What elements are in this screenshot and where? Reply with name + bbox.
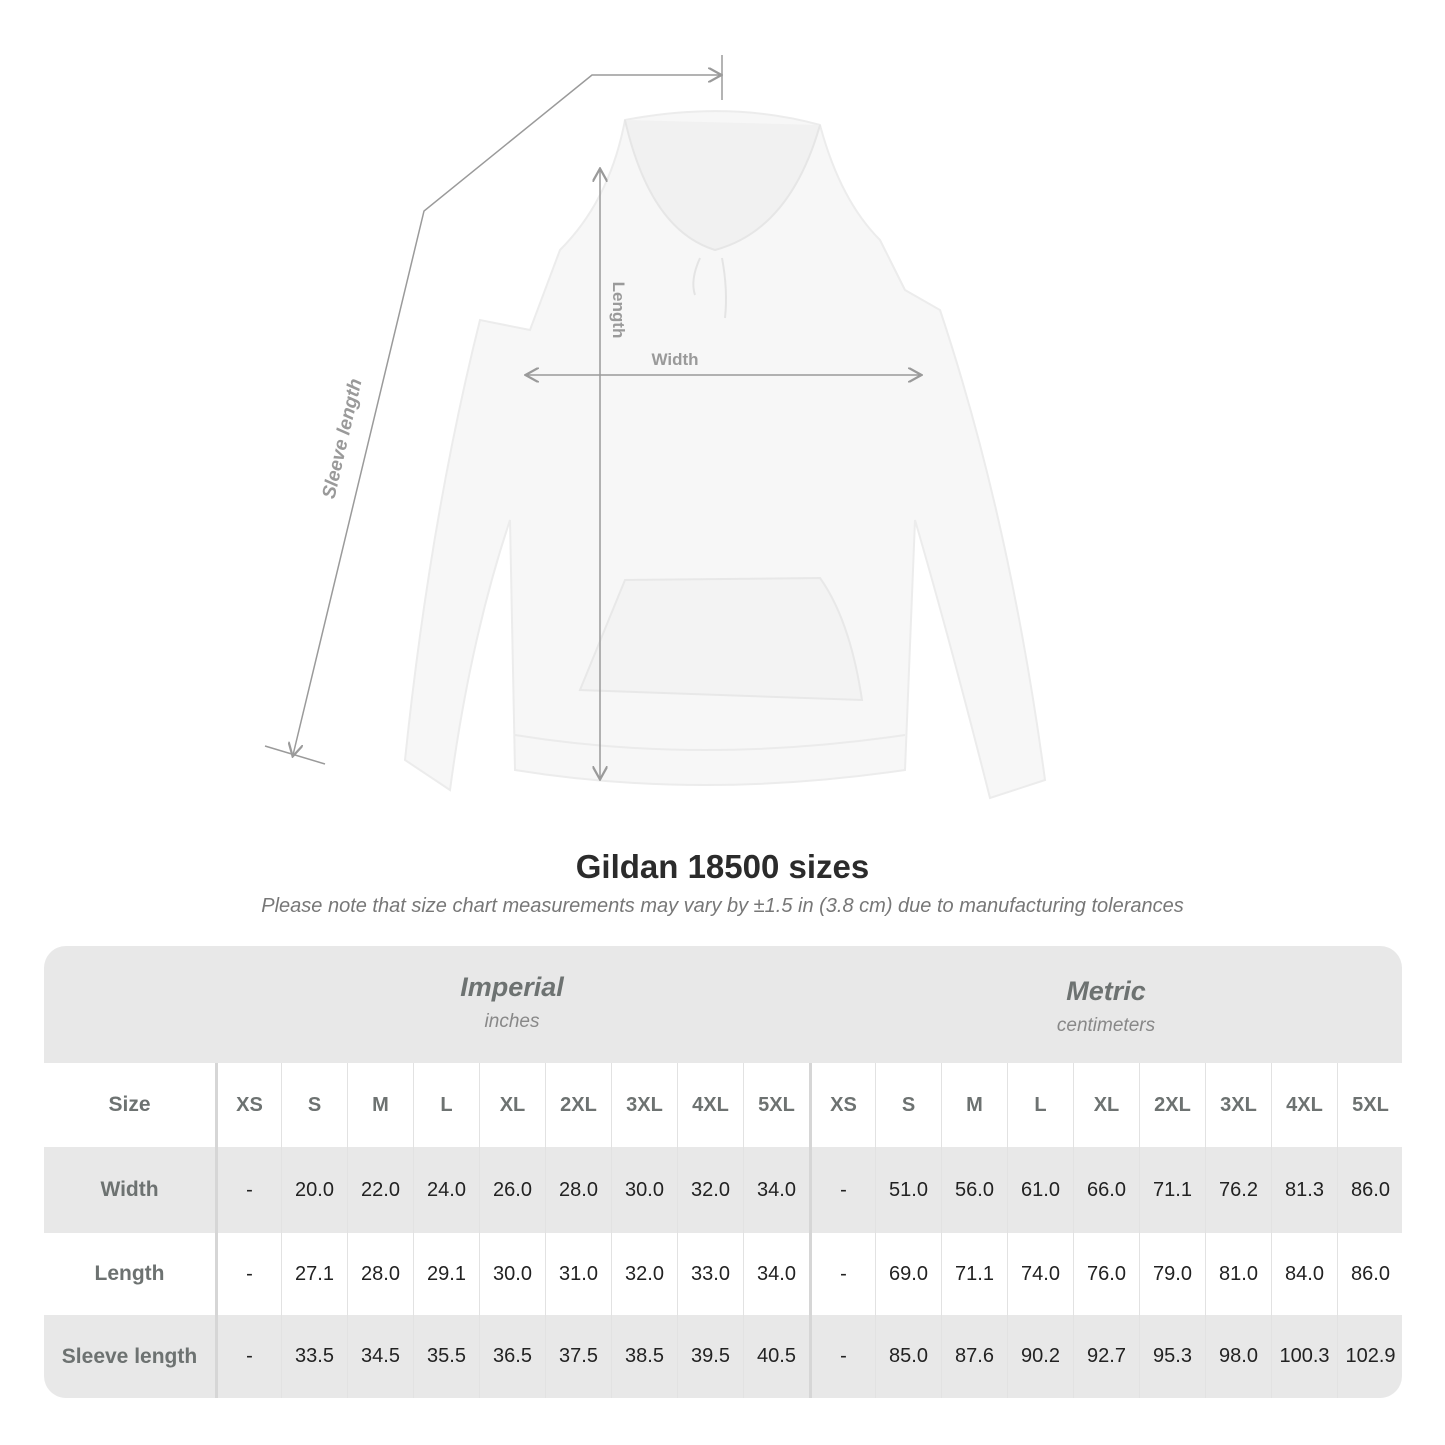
metric-value-cell: - xyxy=(809,1315,875,1398)
imperial-value-cell: 37.5 xyxy=(545,1315,611,1398)
metric-value-cell: 92.7 xyxy=(1073,1315,1139,1398)
metric-value-cell: 71.1 xyxy=(941,1233,1007,1315)
metric-value-cell: - xyxy=(809,1147,875,1233)
imperial-value-cell: 34.0 xyxy=(743,1233,809,1315)
imperial-value-cell: 36.5 xyxy=(479,1315,545,1398)
imperial-value-cell: 27.1 xyxy=(281,1233,347,1315)
width-label: Width xyxy=(651,350,698,369)
metric-value-cell: 69.0 xyxy=(875,1233,941,1315)
metric-size-header-s: S xyxy=(875,1063,941,1147)
imperial-value-cell: 39.5 xyxy=(677,1315,743,1398)
imperial-title: Imperial xyxy=(460,972,564,1002)
page-title: Gildan 18500 sizes xyxy=(575,848,870,885)
imperial-value-cell: - xyxy=(215,1233,281,1315)
imperial-size-header-3xl: 3XL xyxy=(611,1063,677,1147)
imperial-header: Imperial inches xyxy=(215,946,809,1063)
imperial-value-cell: 33.5 xyxy=(281,1315,347,1398)
metric-value-cell: 56.0 xyxy=(941,1147,1007,1233)
metric-size-header-l: L xyxy=(1007,1063,1073,1147)
imperial-value-cell: 35.5 xyxy=(413,1315,479,1398)
metric-value-cell: 86.0 xyxy=(1337,1233,1402,1315)
metric-value-cell: 76.0 xyxy=(1073,1233,1139,1315)
metric-value-cell: 95.3 xyxy=(1139,1315,1205,1398)
metric-value-cell: 81.0 xyxy=(1205,1233,1271,1315)
imperial-value-cell: 20.0 xyxy=(281,1147,347,1233)
size-chart-table: Imperial inches Metric centimeters Size X… xyxy=(44,946,1402,1398)
metric-size-header-xl: XL xyxy=(1073,1063,1139,1147)
metric-value-cell: 74.0 xyxy=(1007,1233,1073,1315)
size-column-header: Size xyxy=(44,1063,215,1147)
imperial-value-cell: - xyxy=(215,1147,281,1233)
imperial-size-header-xs: XS xyxy=(215,1063,281,1147)
imperial-size-header-4xl: 4XL xyxy=(677,1063,743,1147)
imperial-value-cell: 26.0 xyxy=(479,1147,545,1233)
unit-header-band xyxy=(44,946,1402,1063)
imperial-size-header-l: L xyxy=(413,1063,479,1147)
metric-size-header-xs: XS xyxy=(809,1063,875,1147)
metric-value-cell: 85.0 xyxy=(875,1315,941,1398)
metric-value-cell: 102.9 xyxy=(1337,1315,1402,1398)
metric-size-header-5xl: 5XL xyxy=(1337,1063,1402,1147)
imperial-value-cell: 28.0 xyxy=(545,1147,611,1233)
metric-size-header-2xl: 2XL xyxy=(1139,1063,1205,1147)
imperial-value-cell: 40.5 xyxy=(743,1315,809,1398)
metric-value-cell: 79.0 xyxy=(1139,1233,1205,1315)
imperial-value-cell: 22.0 xyxy=(347,1147,413,1233)
row-label-width: Width xyxy=(44,1147,215,1233)
metric-value-cell: 81.3 xyxy=(1271,1147,1337,1233)
imperial-value-cell: - xyxy=(215,1315,281,1398)
metric-value-cell: 98.0 xyxy=(1205,1315,1271,1398)
hoodie-image xyxy=(403,110,1047,800)
row-label-length: Length xyxy=(44,1233,215,1315)
imperial-value-cell: 28.0 xyxy=(347,1233,413,1315)
imperial-unit: inches xyxy=(484,1011,540,1032)
length-label: Length xyxy=(609,282,628,339)
metric-title: Metric xyxy=(1066,976,1146,1006)
imperial-value-cell: 33.0 xyxy=(677,1233,743,1315)
imperial-size-header-2xl: 2XL xyxy=(545,1063,611,1147)
metric-value-cell: 86.0 xyxy=(1337,1147,1402,1233)
sleeve-length-line xyxy=(264,55,722,765)
imperial-value-cell: 32.0 xyxy=(677,1147,743,1233)
metric-value-cell: - xyxy=(809,1233,875,1315)
size-grid: Size XS S M L XL 2XL 3XL 4XL 5XL XS S M L XL 2XL 3XL 4XL 5… xyxy=(44,1063,1402,1398)
row-label-sleeve-length: Sleeve length xyxy=(44,1315,215,1398)
metric-size-header-m: M xyxy=(941,1063,1007,1147)
metric-size-header-3xl: 3XL xyxy=(1205,1063,1271,1147)
metric-value-cell: 76.2 xyxy=(1205,1147,1271,1233)
imperial-value-cell: 24.0 xyxy=(413,1147,479,1233)
imperial-value-cell: 30.0 xyxy=(479,1233,545,1315)
metric-value-cell: 90.2 xyxy=(1007,1315,1073,1398)
imperial-size-header-m: M xyxy=(347,1063,413,1147)
imperial-value-cell: 34.0 xyxy=(743,1147,809,1233)
imperial-size-header-xl: XL xyxy=(479,1063,545,1147)
metric-value-cell: 66.0 xyxy=(1073,1147,1139,1233)
metric-value-cell: 84.0 xyxy=(1271,1233,1337,1315)
metric-unit: centimeters xyxy=(1056,1015,1156,1036)
hoodie-measurement-diagram: Sleeve length Length Width xyxy=(264,55,1047,800)
metric-header: Metric centimeters xyxy=(809,946,1402,1063)
tolerance-note: Please note that size chart measurements… xyxy=(261,895,1184,917)
metric-value-cell: 51.0 xyxy=(875,1147,941,1233)
imperial-value-cell: 30.0 xyxy=(611,1147,677,1233)
metric-value-cell: 71.1 xyxy=(1139,1147,1205,1233)
metric-value-cell: 61.0 xyxy=(1007,1147,1073,1233)
imperial-value-cell: 29.1 xyxy=(413,1233,479,1315)
imperial-size-header-s: S xyxy=(281,1063,347,1147)
imperial-size-header-5xl: 5XL xyxy=(743,1063,809,1147)
imperial-value-cell: 34.5 xyxy=(347,1315,413,1398)
imperial-value-cell: 32.0 xyxy=(611,1233,677,1315)
imperial-value-cell: 38.5 xyxy=(611,1315,677,1398)
metric-size-header-4xl: 4XL xyxy=(1271,1063,1337,1147)
metric-value-cell: 100.3 xyxy=(1271,1315,1337,1398)
metric-value-cell: 87.6 xyxy=(941,1315,1007,1398)
imperial-value-cell: 31.0 xyxy=(545,1233,611,1315)
